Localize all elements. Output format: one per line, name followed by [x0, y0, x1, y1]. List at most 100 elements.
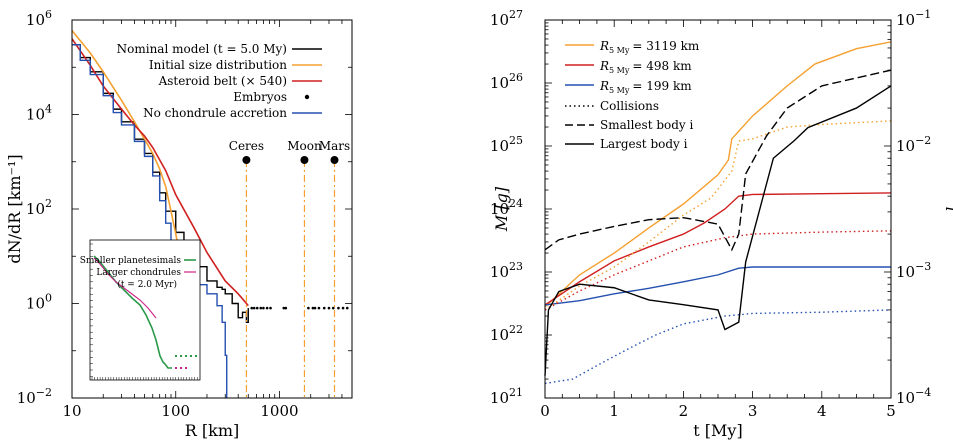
right-series: [544, 41, 892, 385]
embryo-point: [341, 306, 345, 310]
embryo-point: [337, 306, 340, 310]
right-y2-tick-labels: 10−4 10−3 10−2 10−1: [896, 8, 931, 407]
left-y-axis-label: dN/dR [km⁻¹]: [5, 154, 24, 263]
right-y-tick-label: 1022: [490, 323, 523, 344]
right-y2-axis-label: i: [942, 206, 953, 211]
right-x-tick-label: 2: [679, 402, 689, 420]
right-x-axis-label: t [My]: [693, 421, 742, 440]
embryo-point: [250, 306, 254, 310]
inset-panel: Smaller planetesimals Larger chondrules …: [80, 239, 201, 381]
right-y2-tick-label: 10−1: [896, 8, 931, 29]
left-x-tick-labels: 10 100 1000: [62, 402, 298, 420]
right-x-tick-labels: 0 1 2 3 4 5: [540, 402, 896, 420]
right-x-tick-label: 5: [886, 402, 896, 420]
right-ticks: [544, 19, 892, 399]
embryo-point: [311, 306, 315, 310]
inset-legend-magenta-label: Larger chondrules: [96, 268, 181, 278]
right-y-axis-label: M [g]: [492, 186, 511, 232]
right-y2-tick-label: 10−2: [896, 134, 931, 155]
left-series: [71, 29, 349, 398]
embryo-point: [327, 306, 331, 310]
legend-label-red: R5 My = 498 km: [599, 59, 692, 75]
size-marker-dot: [242, 156, 251, 164]
embryo-point: [262, 306, 265, 310]
legend-label-embryos: Embryos: [233, 90, 287, 104]
right-y-tick-label: 1023: [490, 260, 523, 281]
left-x-axis-label: R [km]: [185, 421, 239, 440]
right-x-tick-label: 4: [817, 402, 827, 420]
embryo-point: [282, 306, 286, 310]
embryo-point: [317, 306, 321, 310]
inset-curve-magenta: [93, 257, 157, 319]
embryo-point: [345, 306, 349, 310]
embryo-point: [322, 306, 326, 310]
legend-label-nominal: Nominal model (t = 5.0 My): [117, 42, 287, 56]
right-series-line: [544, 85, 892, 376]
inset-note: (t = 2.0 Myr): [117, 279, 177, 290]
right-series-line: [544, 266, 891, 306]
right-x-tick-label: 3: [748, 402, 758, 420]
right-y-tick-label: 1025: [490, 134, 523, 155]
left-legend: Nominal model (t = 5.0 My) Initial size …: [117, 42, 322, 120]
size-marker-dot: [330, 156, 339, 164]
embryo-point: [284, 306, 288, 310]
inset-curve-green: [93, 255, 172, 369]
left-y-tick-label: 106: [26, 8, 52, 29]
inset-legend-green-label: Smaller planetesimals: [80, 256, 182, 266]
size-marker-dot: [300, 156, 309, 164]
embryo-point: [331, 306, 335, 310]
left-y-tick-labels: 10−2 100 102 104 106: [17, 8, 52, 407]
right-x-tick-label: 0: [540, 402, 550, 420]
left-y-tick-label: 102: [26, 197, 52, 218]
legend-label-orange: R5 My = 3119 km: [599, 39, 700, 55]
left-x-tick-label: 10: [62, 402, 81, 420]
right-y-tick-labels: 1021 1022 1023 1024 1025 1026 1027: [490, 8, 523, 407]
legend-label-blue: R5 My = 199 km: [599, 79, 692, 95]
right-series-line: [544, 192, 892, 306]
right-series-line: [544, 120, 892, 311]
right-series-line: [544, 309, 892, 385]
left-y-tick-label: 10−2: [17, 386, 52, 407]
embryo-point: [255, 306, 259, 310]
inset-ticks: [90, 243, 198, 380]
size-marker-label: Ceres: [229, 139, 264, 153]
right-y-tick-label: 1026: [490, 71, 523, 92]
embryo-point: [259, 306, 263, 310]
legend-label-nochondrule: No chondrule accretion: [143, 106, 287, 120]
size-marker-label: Moon: [287, 139, 322, 153]
legend-swatch-embryos: [304, 94, 310, 100]
right-y-tick-label: 1021: [490, 386, 523, 407]
size-marker-label: Mars: [319, 139, 350, 153]
left-y-tick-label: 104: [26, 103, 52, 124]
embryo-point: [265, 306, 269, 310]
legend-label-asteroid: Asteroid belt (× 540): [158, 74, 287, 88]
left-plot-frame: [71, 19, 353, 399]
right-x-tick-label: 1: [609, 402, 619, 420]
right-y2-tick-label: 10−4: [896, 386, 931, 407]
right-chart: 0 1 2 3 4 5 1021 1022 1023 1024 1025 1026 1027 10−4…: [490, 8, 953, 440]
embryo-point: [313, 306, 317, 310]
right-series-line: [544, 41, 892, 308]
legend-label-smallest: Smallest body i: [600, 118, 694, 132]
embryo-point: [252, 306, 256, 310]
right-series-line: [544, 230, 892, 311]
right-y-tick-label: 1027: [490, 8, 523, 29]
embryo-point: [269, 306, 272, 310]
embryo-point: [307, 306, 310, 310]
legend-label-initial: Initial size distribution: [149, 58, 287, 72]
left-series-line: [72, 44, 228, 398]
right-y-tick-label: 1024: [490, 197, 523, 218]
legend-label-largest: Largest body i: [600, 137, 688, 151]
right-series-line: [544, 69, 892, 252]
left-series-line: [71, 38, 249, 307]
right-legend: R5 My = 3119 km R5 My = 498 km R5 My = 199 …: [565, 39, 700, 151]
left-y-tick-label: 100: [26, 292, 52, 313]
right-plot-frame: [544, 19, 892, 399]
right-y2-tick-label: 10−3: [896, 260, 931, 281]
left-x-tick-label: 1000: [260, 402, 298, 420]
legend-label-collisions: Collisions: [600, 99, 659, 113]
left-x-tick-label: 100: [161, 402, 190, 420]
